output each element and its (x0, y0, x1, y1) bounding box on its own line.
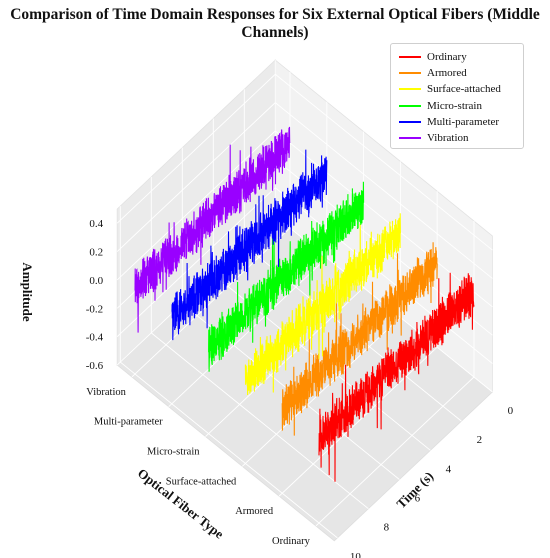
y-tick-label: Multi-parameter (94, 417, 163, 428)
z-tick-label: -0.4 (86, 332, 104, 344)
legend-label: Vibration (427, 132, 469, 144)
y-tick-label: Micro-strain (147, 447, 200, 458)
series-surface-attached (244, 213, 401, 396)
floor-grid-fiber (241, 317, 401, 467)
legend-swatch (399, 137, 421, 139)
x-tick-label: 0 (508, 405, 514, 417)
legend-label: Multi-parameter (427, 115, 500, 128)
series-vibration (134, 126, 291, 333)
legend-item: Micro-strain (399, 98, 482, 114)
legend-item: Armored (399, 65, 467, 81)
chart-title: Comparison of Time Domain Responses for … (10, 6, 540, 41)
floor-grid-time (119, 361, 338, 539)
legend-label: Micro-strain (427, 99, 482, 112)
series-armored (281, 242, 438, 436)
legend-swatch (399, 104, 421, 107)
legend-item: Vibration (399, 130, 469, 146)
z-tick-label: -0.6 (86, 360, 104, 372)
x-tick-label: 10 (350, 551, 362, 558)
right-grid-amp (274, 73, 493, 251)
series-micro-strain (208, 181, 365, 372)
legend-item: Multi-parameter (399, 114, 499, 130)
right-grid-amp (274, 187, 493, 364)
z-tick-label: 0.2 (89, 247, 103, 259)
z-tick-label: 0.0 (89, 275, 103, 287)
series-multi-parameter (171, 149, 328, 341)
x-tick-label: 4 (446, 463, 452, 475)
floor-grid-fiber (278, 346, 438, 497)
floor-grid-fiber (131, 227, 291, 378)
x-tick-label: 6 (415, 493, 421, 505)
legend-item: Surface-attached (399, 81, 501, 97)
legend-swatch (399, 88, 421, 91)
y-tick-label: Surface-attached (166, 476, 237, 487)
legend-label: Ordinary (427, 51, 467, 63)
legend-item: Ordinary (399, 49, 467, 65)
back-grid-amp (116, 130, 276, 281)
x-tick-label: 8 (384, 522, 390, 534)
back-grid-amp (116, 73, 276, 224)
z-tick-label: 0.4 (89, 218, 103, 230)
x-tick-label: 2 (477, 434, 483, 446)
z-axis-label: Amplitude (20, 262, 35, 321)
floor-grid-fiber (315, 376, 475, 527)
floor-grid-fiber (205, 287, 364, 437)
y-tick-label: Armored (235, 506, 274, 517)
z-tick-label: -0.2 (86, 303, 103, 315)
right-grid-amp (274, 130, 493, 308)
back-grid-amp (116, 102, 276, 252)
legend-swatch (399, 72, 421, 75)
legend-label: Armored (427, 67, 467, 80)
legend: Ordinary Armored Surface-attached Micro-str… (390, 43, 524, 149)
floor-grid-time (150, 332, 369, 510)
y-tick-label: Vibration (86, 387, 126, 398)
legend-swatch (399, 56, 421, 58)
back-grid-amp (116, 187, 276, 337)
series-ordinary (318, 272, 475, 482)
right-grid-amp (274, 102, 493, 279)
y-tick-label: Ordinary (272, 536, 311, 547)
legend-swatch (399, 120, 421, 123)
legend-label: Surface-attached (427, 83, 501, 96)
floor-grid-fiber (168, 257, 328, 408)
